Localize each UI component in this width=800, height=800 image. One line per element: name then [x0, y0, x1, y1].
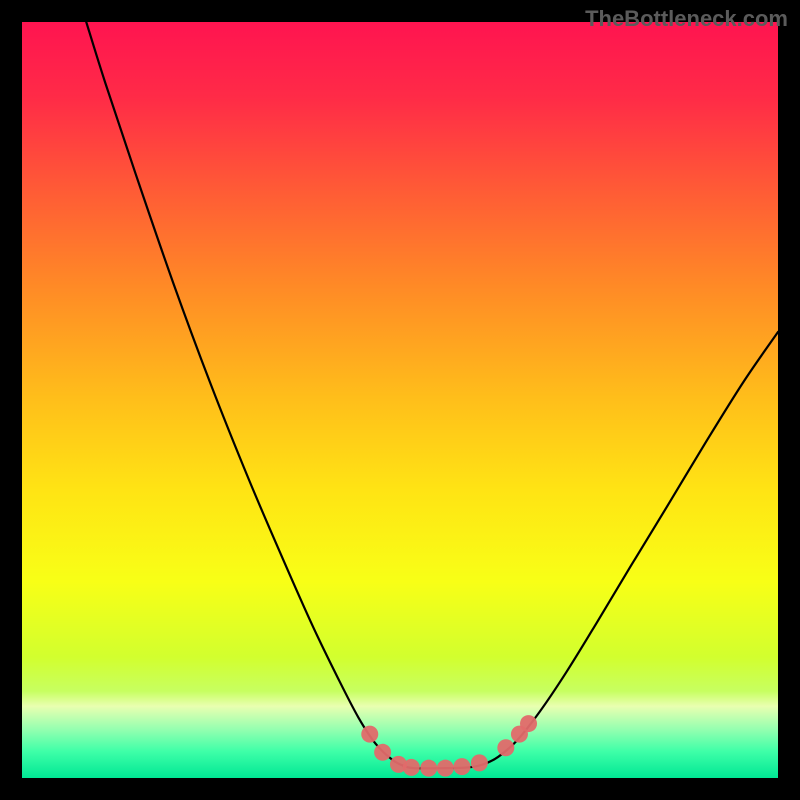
- chart-frame: TheBottleneck.com: [0, 0, 800, 800]
- curve-marker: [471, 754, 488, 771]
- plot-area: [22, 22, 778, 778]
- curve-marker: [497, 739, 514, 756]
- curve-marker: [403, 759, 420, 776]
- curve-marker: [453, 758, 470, 775]
- marker-group: [361, 715, 537, 777]
- plot-svg: [22, 22, 778, 778]
- bottleneck-curve: [86, 22, 778, 768]
- curve-marker: [361, 726, 378, 743]
- curve-marker: [520, 715, 537, 732]
- curve-marker: [374, 744, 391, 761]
- curve-marker: [437, 760, 454, 777]
- curve-marker: [420, 760, 437, 777]
